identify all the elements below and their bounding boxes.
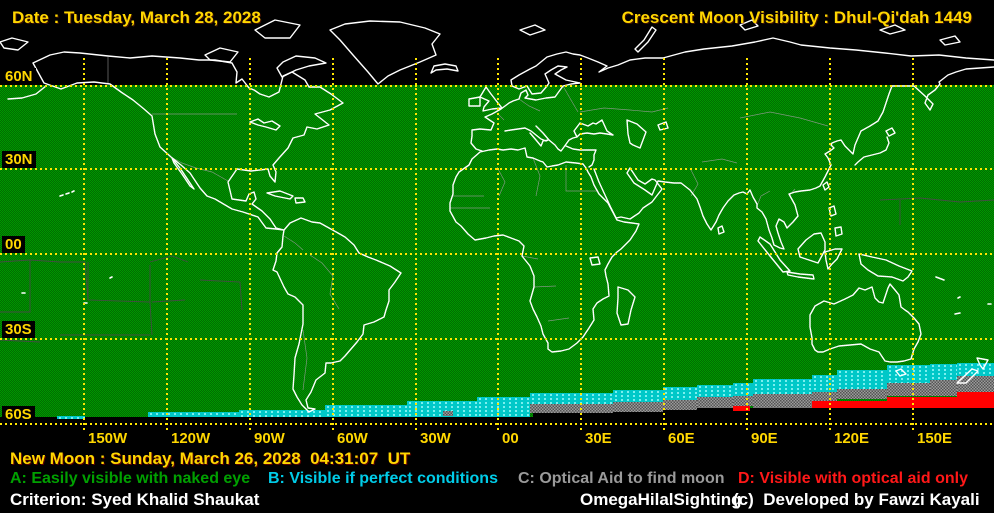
date-label: Date : Tuesday, March 28, 2028 xyxy=(12,8,261,27)
zone-c-band xyxy=(697,397,733,408)
zone-b-band xyxy=(407,401,477,417)
zone-d-band xyxy=(887,397,957,408)
zone-b-band xyxy=(530,393,613,404)
zone-c-band xyxy=(663,400,697,410)
zone-b-band xyxy=(148,412,239,417)
copyright-label: (c) Developed by Fawzi Kayali xyxy=(733,490,980,509)
zone-b-band xyxy=(663,387,697,400)
lon-label-150W: 150W xyxy=(88,430,128,447)
zone-b-band xyxy=(930,364,957,380)
zone-b-band xyxy=(753,379,812,394)
lat-label-60N: 60N xyxy=(2,68,36,85)
zone-c-band xyxy=(957,376,994,392)
gridline-lon-120E xyxy=(829,58,831,432)
zone-c-band xyxy=(443,411,453,416)
lat-label-30N: 30N xyxy=(2,151,36,168)
zone-b-band xyxy=(697,385,733,397)
zone-c-band xyxy=(837,389,887,399)
zone-c-band xyxy=(930,380,957,396)
zone-b-band xyxy=(477,397,530,417)
credit-row: Criterion: Syed Khalid Shaukat OmegaHila… xyxy=(0,490,994,510)
lat-label-00: 00 xyxy=(2,236,25,253)
zone-c-band xyxy=(613,402,663,412)
gridline-lon-60E xyxy=(663,58,665,432)
legend-item-D: D: Visible with optical aid only xyxy=(738,470,968,487)
gridline-lat-30N xyxy=(0,168,994,170)
app-name-label: OmegaHilalSighting xyxy=(580,490,742,509)
zone-d-band xyxy=(733,406,750,411)
zone-d-band xyxy=(812,401,887,408)
gridline-lat-60N xyxy=(0,85,994,87)
zone-b-band xyxy=(57,416,85,419)
gridline-lon-150W xyxy=(83,58,85,432)
gridline-lon-60W xyxy=(332,58,334,432)
zone-c-band xyxy=(887,383,930,396)
lon-label-30W: 30W xyxy=(420,430,451,447)
lon-label-90E: 90E xyxy=(751,430,778,447)
zone-not-visible xyxy=(533,408,994,425)
criterion-label: Criterion: Syed Khalid Shaukat xyxy=(10,490,260,509)
gridline-lon-00 xyxy=(497,58,499,432)
zone-b-band xyxy=(239,410,325,417)
lon-label-150E: 150E xyxy=(917,430,953,447)
map-area: 60N 30N 00 30S 60S xyxy=(0,19,994,432)
legend-item-C: C: Optical Aid to find moon xyxy=(518,470,725,487)
gridline-lon-90W xyxy=(249,58,251,432)
lon-label-60E: 60E xyxy=(668,430,695,447)
zone-not-visible xyxy=(0,417,533,425)
legend-row: A: Easily visible with naked eye B: Visib… xyxy=(0,470,994,490)
zone-c-band xyxy=(530,404,613,413)
gridline-lat-60S xyxy=(0,423,994,425)
gridline-lon-90E xyxy=(746,58,748,432)
new-moon-label: New Moon : Sunday, March 26, 2028 04:31:… xyxy=(10,449,411,468)
coastline-paths xyxy=(0,19,994,413)
zone-b-band xyxy=(887,365,930,383)
zone-b-band xyxy=(837,370,887,389)
lon-label-120W: 120W xyxy=(171,430,211,447)
lat-label-30S: 30S xyxy=(2,321,35,338)
zone-d-band xyxy=(957,392,994,408)
zone-b-band xyxy=(733,383,753,396)
zone-c-band xyxy=(812,392,837,401)
zone-c-band xyxy=(733,396,753,406)
ocean-boundary-lines xyxy=(0,197,994,343)
gridline-lat-30S xyxy=(0,338,994,340)
gridline-lon-30W xyxy=(415,58,417,432)
lat-label-60S: 60S xyxy=(2,406,35,423)
page-title: Crescent Moon Visibility : Dhul-Qi'dah 1… xyxy=(621,8,972,27)
legend-item-A: A: Easily visible with naked eye xyxy=(10,470,251,487)
zone-b-band xyxy=(325,405,407,417)
zone-c-band xyxy=(753,394,812,408)
gridline-lon-120W xyxy=(166,58,168,432)
gridline-lon-30E xyxy=(580,58,582,432)
country-borders xyxy=(107,57,829,391)
lon-label-60W: 60W xyxy=(337,430,368,447)
zone-b-band xyxy=(613,390,663,402)
world-coastlines xyxy=(0,19,994,413)
lon-label-90W: 90W xyxy=(254,430,285,447)
lon-label-00: 00 xyxy=(502,430,519,447)
lon-label-30E: 30E xyxy=(585,430,612,447)
legend-item-B: B: Visible if perfect conditions xyxy=(268,470,498,487)
gridline-lon-150E xyxy=(912,58,914,432)
new-moon-row: New Moon : Sunday, March 26, 2028 04:31:… xyxy=(0,449,994,469)
gridline-lat-00 xyxy=(0,253,994,255)
lon-label-120E: 120E xyxy=(834,430,870,447)
